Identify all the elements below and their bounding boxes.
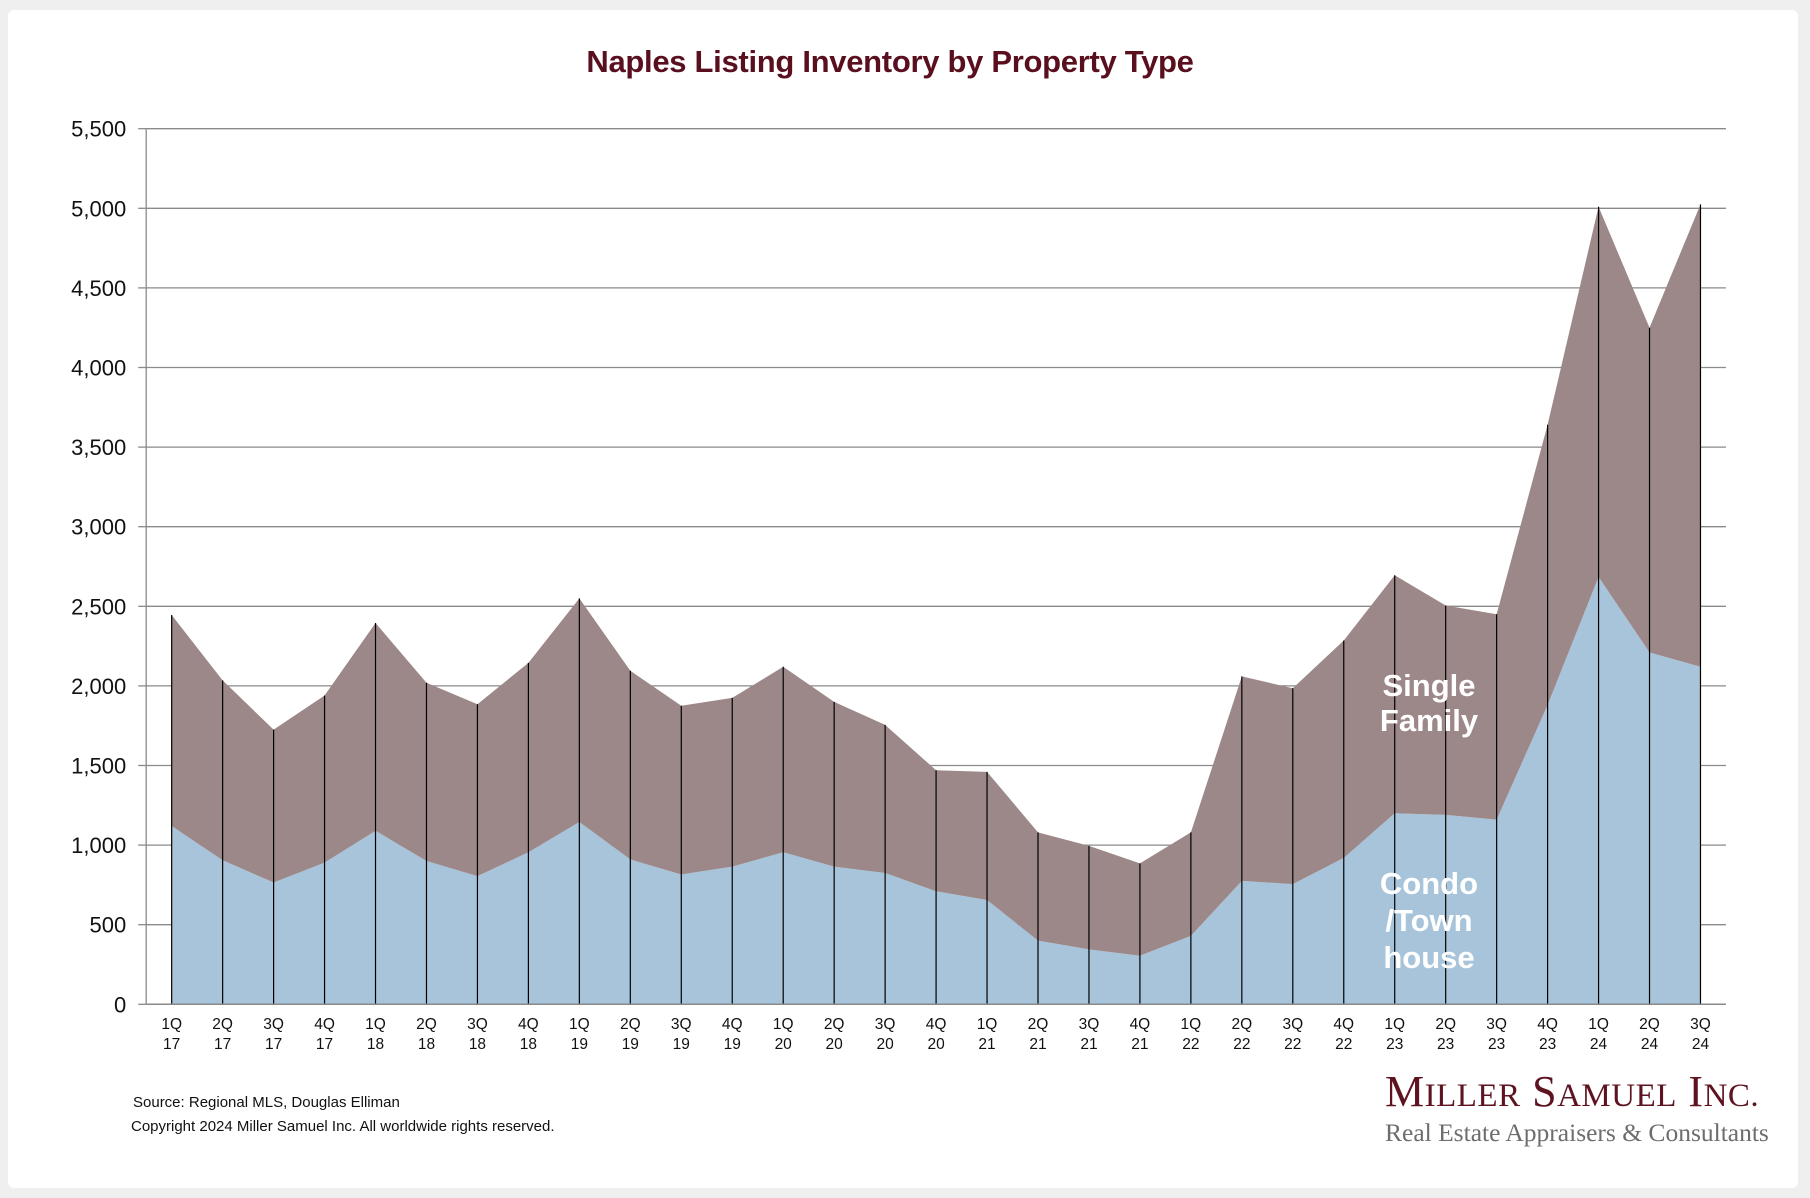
- x-tick-label-year: 18: [520, 1036, 537, 1053]
- y-tick-label: 0: [114, 992, 126, 1017]
- x-tick-label-quarter: 3Q: [263, 1016, 284, 1033]
- area-condo-townhouse: [171, 576, 1701, 1005]
- x-tick-label-year: 21: [1029, 1036, 1046, 1053]
- logo-tagline: Real Estate Appraisers & Consultants: [1385, 1118, 1769, 1147]
- company-logo: MILLER SAMUEL INC.: [1385, 1066, 1759, 1117]
- x-tick-label-year: 24: [1692, 1036, 1710, 1053]
- x-tick-label-quarter: 1Q: [569, 1016, 590, 1033]
- y-tick-label: 5,500: [71, 117, 126, 142]
- y-tick-label: 500: [89, 913, 126, 938]
- x-tick-label-year: 22: [1284, 1036, 1301, 1053]
- x-tick-label-year: 19: [571, 1036, 588, 1053]
- copyright-note: Copyright 2024 Miller Samuel Inc. All wo…: [131, 1118, 555, 1135]
- logo-wordmark: MILLER SAMUEL INC.: [1385, 1067, 1760, 1116]
- x-tick-label-quarter: 1Q: [161, 1016, 182, 1033]
- x-tick-label-quarter: 4Q: [314, 1016, 335, 1033]
- x-tick-label-year: 20: [775, 1036, 793, 1053]
- x-tick-label-year: 24: [1590, 1036, 1608, 1053]
- series-label-single-family: Family: [1380, 703, 1479, 738]
- y-tick-label: 2,000: [71, 674, 126, 699]
- x-tick-label-year: 17: [265, 1036, 282, 1053]
- x-tick-label-year: 20: [826, 1036, 844, 1053]
- x-tick-label-year: 20: [876, 1036, 894, 1053]
- y-tick-label: 1,000: [71, 833, 126, 858]
- x-tick-label-year: 22: [1233, 1036, 1250, 1053]
- x-tick-label-year: 22: [1335, 1036, 1352, 1053]
- x-tick-label-quarter: 1Q: [1588, 1016, 1609, 1033]
- x-tick-label-quarter: 1Q: [1384, 1016, 1405, 1033]
- x-tick-label-quarter: 3Q: [467, 1016, 488, 1033]
- x-tick-label-quarter: 2Q: [1028, 1016, 1049, 1033]
- x-tick-label-quarter: 4Q: [1333, 1016, 1354, 1033]
- y-tick-label: 5,000: [71, 196, 126, 221]
- y-tick-label: 2,500: [71, 594, 126, 619]
- x-tick-label-quarter: 3Q: [875, 1016, 896, 1033]
- x-tick-label-quarter: 2Q: [1435, 1016, 1456, 1033]
- x-tick-label-quarter: 3Q: [1486, 1016, 1507, 1033]
- x-tick-label-year: 18: [469, 1036, 486, 1053]
- axes: [145, 128, 1726, 1006]
- x-tick-label-quarter: 2Q: [620, 1016, 641, 1033]
- x-tick-label-year: 18: [418, 1036, 435, 1053]
- x-tick-label-year: 19: [724, 1036, 741, 1053]
- x-axis-ticks: 1Q 17 2Q 17 3Q 17 4Q 17 1Q 18 2Q 18 3Q 18 4Q 18 1Q 19 2Q 19…: [161, 1016, 1710, 1053]
- x-tick-label-quarter: 3Q: [1079, 1016, 1100, 1033]
- category-dividers: [171, 204, 1702, 1005]
- area-layers: [171, 204, 1701, 1005]
- series-label-condo-townhouse: Condo: [1380, 866, 1478, 901]
- y-axis-ticks: 0 500 1,000 1,500 2,000 2,500 3,000 3,500 4,000 4…: [71, 117, 147, 1017]
- x-tick-label-year: 23: [1437, 1036, 1454, 1053]
- x-tick-label-year: 18: [367, 1036, 384, 1053]
- x-tick-label-quarter: 3Q: [671, 1016, 692, 1033]
- x-tick-label-year: 20: [927, 1036, 945, 1053]
- chart-title: Naples Listing Inventory by Property Typ…: [586, 44, 1194, 79]
- y-tick-label: 3,500: [71, 435, 126, 460]
- x-tick-label-quarter: 1Q: [1181, 1016, 1202, 1033]
- x-tick-label-quarter: 3Q: [1690, 1016, 1711, 1033]
- y-tick-label: 3,000: [71, 515, 126, 540]
- x-tick-label-year: 17: [163, 1036, 180, 1053]
- x-tick-label-year: 21: [1131, 1036, 1148, 1053]
- x-tick-label-year: 23: [1488, 1036, 1505, 1053]
- x-tick-label-year: 21: [978, 1036, 995, 1053]
- x-tick-label-quarter: 2Q: [1639, 1016, 1660, 1033]
- x-tick-label-year: 22: [1182, 1036, 1199, 1053]
- x-tick-label-quarter: 2Q: [824, 1016, 845, 1033]
- x-tick-label-quarter: 2Q: [212, 1016, 233, 1033]
- x-tick-label-quarter: 4Q: [926, 1016, 947, 1033]
- x-tick-label-quarter: 1Q: [773, 1016, 794, 1033]
- x-tick-label-year: 21: [1080, 1036, 1097, 1053]
- source-note: Source: Regional MLS, Douglas Elliman: [133, 1094, 400, 1111]
- x-tick-label-year: 17: [214, 1036, 231, 1053]
- x-tick-label-quarter: 4Q: [1130, 1016, 1151, 1033]
- x-tick-label-quarter: 2Q: [416, 1016, 437, 1033]
- x-tick-label-quarter: 4Q: [518, 1016, 539, 1033]
- y-tick-label: 4,000: [71, 356, 126, 381]
- series-label-condo-townhouse: house: [1383, 940, 1474, 975]
- x-tick-label-quarter: 1Q: [977, 1016, 998, 1033]
- area-single-family: [171, 204, 1701, 956]
- x-tick-label-year: 17: [316, 1036, 333, 1053]
- series-label-single-family: Single: [1382, 668, 1475, 703]
- x-tick-label-year: 24: [1641, 1036, 1659, 1053]
- series-label-condo-townhouse: /Town: [1385, 903, 1472, 938]
- x-tick-label-year: 19: [622, 1036, 639, 1053]
- y-tick-label: 4,500: [71, 276, 126, 301]
- x-tick-label-quarter: 3Q: [1282, 1016, 1303, 1033]
- x-tick-label-year: 23: [1539, 1036, 1556, 1053]
- x-tick-label-quarter: 2Q: [1231, 1016, 1252, 1033]
- x-tick-label-year: 19: [673, 1036, 690, 1053]
- x-tick-label-quarter: 1Q: [365, 1016, 386, 1033]
- y-tick-label: 1,500: [71, 754, 126, 779]
- x-tick-label-quarter: 4Q: [722, 1016, 743, 1033]
- x-tick-label-quarter: 4Q: [1537, 1016, 1558, 1033]
- x-tick-label-year: 23: [1386, 1036, 1403, 1053]
